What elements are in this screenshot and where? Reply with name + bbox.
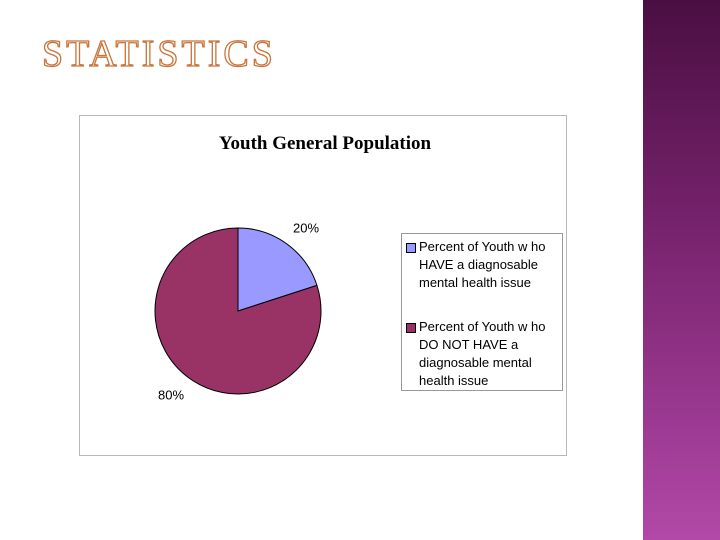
legend: Percent of Youth w ho HAVE a diagnosable… bbox=[401, 233, 563, 391]
legend-label: Percent of Youth w ho HAVE a diagnosable… bbox=[419, 239, 546, 290]
legend-swatch bbox=[406, 243, 416, 253]
chart-frame bbox=[79, 115, 567, 456]
data-label: 20% bbox=[293, 220, 319, 235]
slide-title: STATISTICS bbox=[42, 33, 276, 75]
chart-title: Youth General Population bbox=[219, 133, 432, 154]
data-label: 80% bbox=[158, 387, 184, 402]
pie-slice bbox=[237, 227, 318, 312]
legend-swatch bbox=[406, 323, 416, 333]
legend-label: Percent of Youth w ho DO NOT HAVE a diag… bbox=[419, 319, 546, 388]
pie-slice bbox=[154, 227, 322, 395]
decor-strip bbox=[643, 0, 720, 540]
